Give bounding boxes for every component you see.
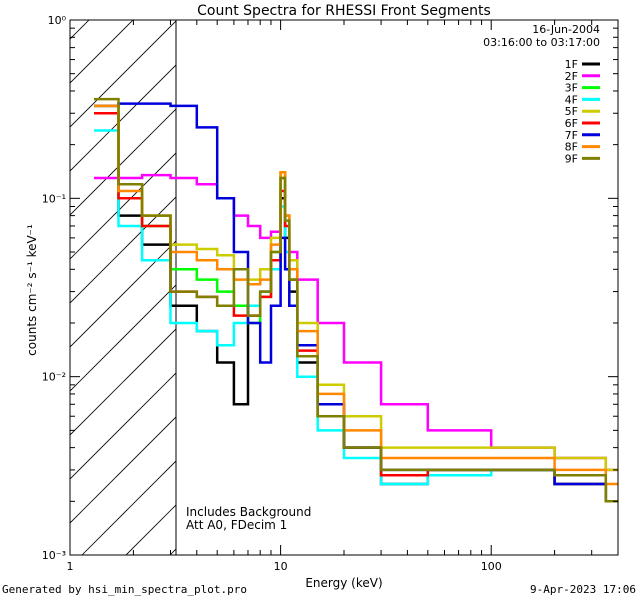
legend-label-9F: 9F — [565, 152, 578, 165]
x-tick-label: 10 — [274, 560, 288, 573]
legend-label-8F: 8F — [565, 141, 578, 154]
chart-title: Count Spectra for RHESSI Front Segments — [197, 3, 491, 19]
series-line-8F — [94, 104, 618, 486]
x-tick-label: 1 — [67, 560, 74, 573]
x-axis-label: Energy (keV) — [305, 576, 382, 590]
series-line-6F — [94, 111, 618, 503]
y-tick-label: 10⁻¹ — [42, 192, 66, 205]
series-line-4F — [94, 129, 618, 503]
annotation-attenuator: Att A0, FDecim 1 — [186, 518, 287, 532]
legend-label-5F: 5F — [565, 105, 578, 118]
annotation-background: Includes Background — [186, 505, 311, 519]
legend-label-6F: 6F — [565, 117, 578, 130]
legend-label-4F: 4F — [565, 93, 578, 106]
series-line-3F — [94, 104, 618, 503]
series-line-9F — [94, 97, 618, 503]
x-tick-label: 100 — [481, 560, 502, 573]
y-tick-label: 10⁻² — [42, 371, 66, 384]
legend-label-1F: 1F — [565, 58, 578, 71]
series-line-7F — [94, 102, 618, 503]
legend-label-3F: 3F — [565, 82, 578, 95]
series-line-1F — [94, 111, 618, 503]
date-label: 16-Jun-2004 — [532, 23, 600, 36]
legend-label-2F: 2F — [565, 70, 578, 83]
legend-label-7F: 7F — [565, 129, 578, 142]
footer-generated-by: Generated by hsi_min_spectra_plot.pro — [2, 583, 248, 596]
plot-frame — [69, 19, 619, 556]
y-axis-label: counts cm⁻² s⁻¹ keV⁻¹ — [25, 224, 39, 356]
y-tick-label: 10⁻³ — [42, 549, 66, 562]
y-tick-label: 10⁰ — [48, 14, 67, 27]
time-range-label: 03:16:00 to 03:17:00 — [483, 36, 600, 49]
hatched-region — [70, 20, 176, 555]
footer-timestamp: 9-Apr-2023 17:06 — [530, 583, 636, 596]
